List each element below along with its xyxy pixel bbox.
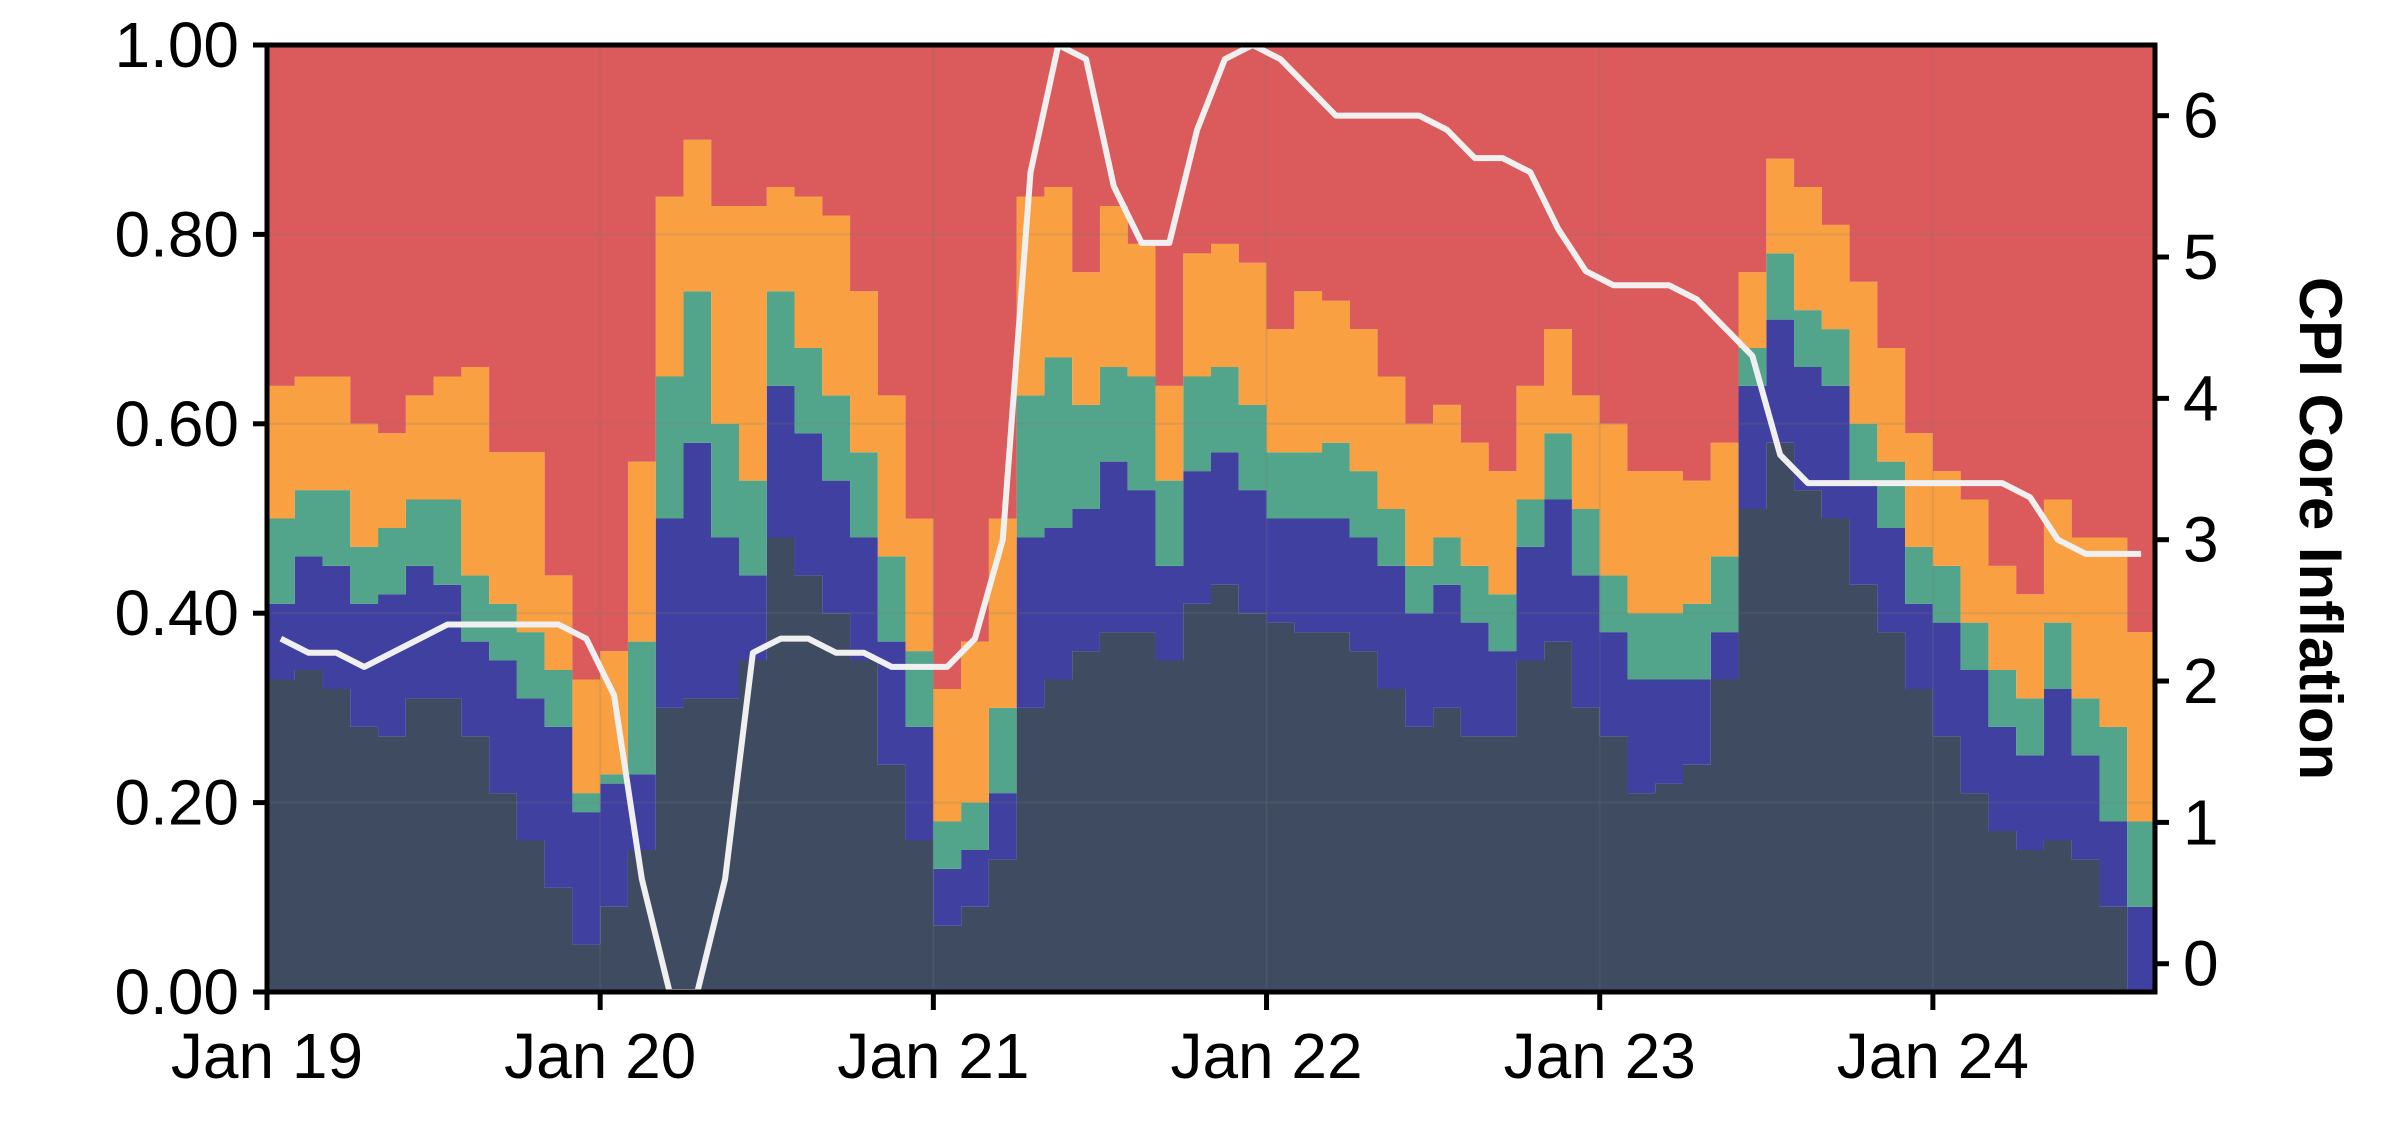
x-tick-label: Jan 21 <box>837 1020 1029 1092</box>
y2-tick-label: 0 <box>2183 928 2219 1000</box>
y-tick-label: 0.00 <box>114 956 239 1028</box>
y-tick-label: 0.60 <box>114 388 239 460</box>
x-tick-label: Jan 19 <box>171 1020 363 1092</box>
y2-tick-label: 5 <box>2183 221 2219 293</box>
area-layer-5 <box>267 45 2155 689</box>
x-tick-label: Jan 23 <box>1504 1020 1696 1092</box>
x-tick-label: Jan 24 <box>1837 1020 2029 1092</box>
y2-tick-label: 3 <box>2183 504 2219 576</box>
y2-tick-label: 1 <box>2183 786 2219 858</box>
y2-axis-title: CPI Core Inflation <box>2287 277 2354 780</box>
y-tick-label: 0.20 <box>114 767 239 839</box>
y2-tick-label: 6 <box>2183 80 2219 152</box>
plot-frame <box>264 42 2158 995</box>
cpi-line-layer <box>279 45 2142 992</box>
y2-tick-label: 4 <box>2183 362 2219 434</box>
area-layer-4 <box>267 139 2155 822</box>
cpi-core-inflation-line <box>279 45 2142 992</box>
y2-tick-label: 2 <box>2183 645 2219 717</box>
area-layer-1 <box>267 442 2155 992</box>
plot-area <box>267 45 2155 992</box>
y-tick-label: 0.80 <box>114 198 239 270</box>
x-tick-label: Jan 20 <box>504 1020 696 1092</box>
axes: 0.00 0.20 0.40 0.60 0.80 1.00 0 1 2 3 4 5 6 Jan 19 Jan… <box>114 9 2218 1092</box>
y-tick-label: 0.40 <box>114 577 239 649</box>
area-layer-3 <box>267 253 2155 907</box>
y-tick-label: 1.00 <box>114 9 239 81</box>
x-tick-label: Jan 22 <box>1170 1020 1362 1092</box>
